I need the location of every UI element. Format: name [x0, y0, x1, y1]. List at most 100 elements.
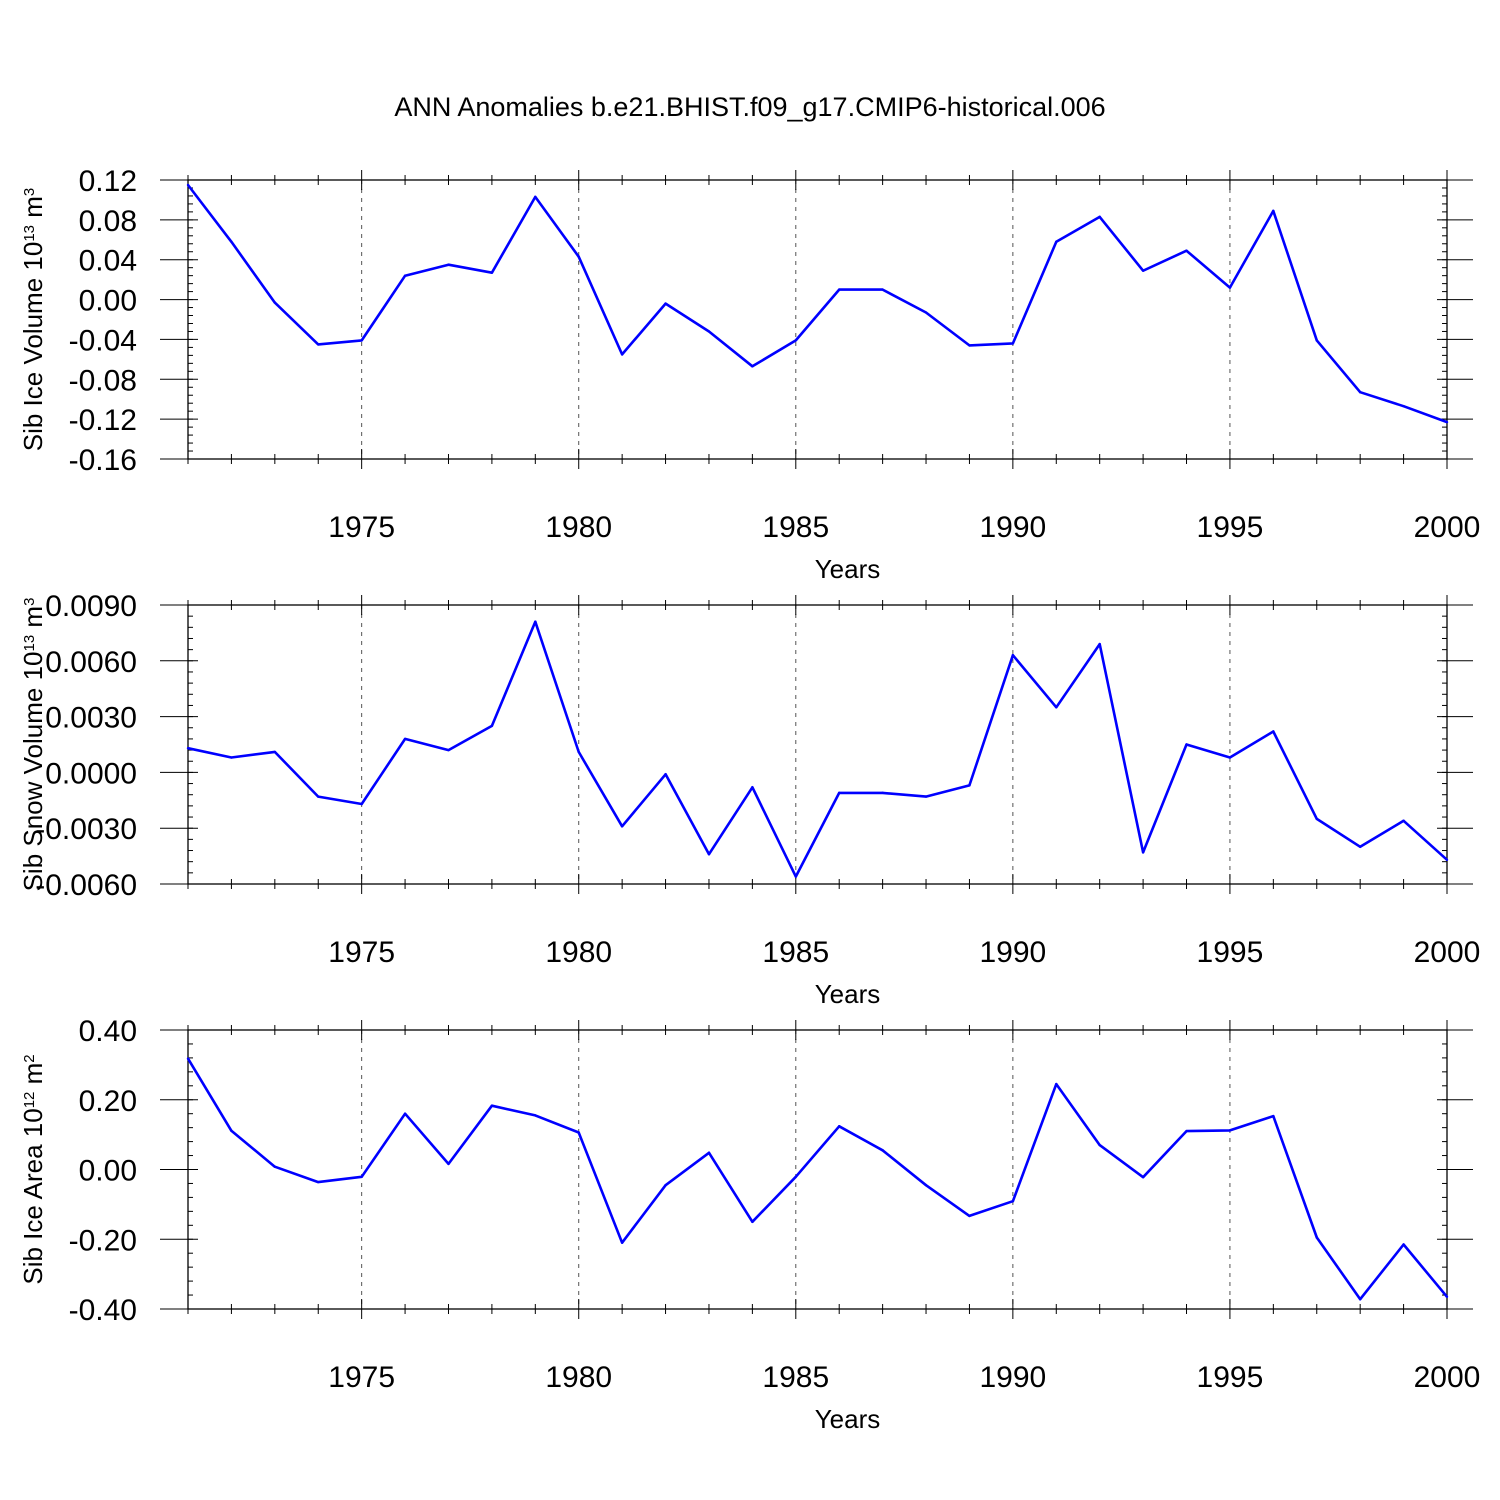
x-tick-label: 1975 — [328, 936, 395, 969]
data-point — [403, 274, 407, 277]
x-tick-label: 2000 — [1414, 511, 1481, 544]
x-tick-label: 1995 — [1197, 511, 1264, 544]
series-line — [187, 620, 1448, 878]
data-point — [1185, 743, 1188, 746]
data-point — [751, 365, 754, 368]
data-point — [317, 795, 320, 798]
data-point — [490, 1104, 494, 1107]
data-point — [1402, 819, 1405, 822]
data-point — [186, 183, 190, 187]
x-axis-title: Years — [815, 554, 881, 584]
y-tick-label: 0.0030 — [45, 702, 137, 735]
y-tick-label: -0.20 — [69, 1224, 137, 1257]
x-tick-label: 1985 — [762, 936, 829, 969]
data-point — [794, 875, 797, 878]
data-point — [360, 802, 363, 806]
x-tick-label: 1990 — [979, 511, 1046, 544]
plot-frame — [187, 179, 1448, 460]
data-point — [273, 750, 277, 754]
data-point — [1315, 339, 1318, 342]
data-point — [447, 1162, 450, 1166]
x-tick-label: 1995 — [1197, 936, 1264, 969]
x-tick-label: 1980 — [545, 1361, 612, 1394]
data-point — [1445, 420, 1449, 424]
data-point — [1011, 654, 1015, 657]
y-tick-label: -0.12 — [69, 404, 137, 437]
data-point — [1141, 851, 1145, 854]
data-point — [577, 750, 580, 754]
data-point — [1098, 215, 1101, 219]
data-point — [620, 1241, 624, 1244]
data-point — [664, 773, 667, 776]
data-point — [838, 288, 841, 291]
y-tick-label: -0.08 — [69, 364, 137, 397]
x-tick-label: 1980 — [545, 936, 612, 969]
data-point — [1055, 1082, 1058, 1086]
data-point — [1315, 817, 1318, 821]
x-tick-label: 1990 — [979, 1361, 1046, 1394]
series-line — [186, 1057, 1449, 1301]
data-point — [230, 240, 233, 243]
data-point — [1272, 1114, 1275, 1118]
data-point — [620, 825, 624, 828]
x-tick-label: 1980 — [545, 511, 612, 544]
data-point — [1445, 858, 1449, 862]
data-point — [447, 263, 450, 266]
y-tick-label: 0.0000 — [45, 757, 137, 790]
data-point — [273, 1165, 277, 1168]
chart-panel-2: 1975 1980 1985 1990 1995 2000 Years -0.0060 -0.0… — [18, 590, 1480, 1009]
data-point — [751, 786, 754, 789]
data-point — [1358, 1298, 1362, 1301]
data-point — [1358, 845, 1362, 848]
data-point — [1228, 286, 1232, 289]
y-axis-label: Sib Ice Volume 1013 m3 — [18, 188, 48, 452]
y-tick-label: 0.20 — [79, 1085, 137, 1118]
data-point — [1228, 1129, 1232, 1132]
data-point — [924, 1183, 928, 1187]
data-point — [620, 353, 624, 356]
data-point — [707, 853, 711, 856]
y-tick-label: 0.00 — [79, 285, 137, 318]
y-tick-label: -0.04 — [69, 324, 137, 357]
data-point — [924, 795, 928, 798]
chart-panel-1: 1975 1980 1985 1990 1995 2000 Years -0.16 -0.12 -… — [18, 165, 1480, 584]
y-tick-label: 0.0060 — [45, 646, 137, 679]
plot-frame — [187, 604, 1448, 885]
y-tick-label: -0.16 — [69, 444, 137, 477]
data-point — [534, 195, 537, 199]
data-point — [1141, 1175, 1145, 1179]
data-point — [1272, 730, 1275, 733]
x-axis-title: Years — [815, 1404, 881, 1434]
y-tick-label: 0.0090 — [45, 590, 137, 623]
figure-title: ANN Anomalies b.e21.BHIST.f09_g17.CMIP6-… — [394, 92, 1105, 122]
x-tick-label: 2000 — [1414, 936, 1481, 969]
data-point — [664, 1183, 667, 1187]
data-point — [881, 288, 884, 291]
data-point — [1272, 209, 1275, 213]
y-axis-label: Sib Snow Volume 1013 m3 — [18, 598, 48, 892]
y-tick-label: 0.12 — [79, 165, 137, 198]
data-point — [968, 784, 971, 787]
data-point — [794, 339, 797, 342]
data-point — [273, 301, 277, 304]
x-axis-title: Years — [815, 979, 881, 1009]
data-point — [1011, 1200, 1015, 1203]
data-point — [1402, 1243, 1405, 1246]
data-point — [1098, 1143, 1101, 1147]
data-point — [1315, 1236, 1318, 1239]
chart-panel-3: 1975 1980 1985 1990 1995 2000 Years -0.40 -0.20 0… — [18, 1015, 1480, 1434]
data-point — [447, 748, 450, 752]
y-tick-label: 0.04 — [79, 245, 137, 278]
data-point — [924, 311, 928, 314]
data-point — [1185, 1129, 1188, 1133]
data-point — [186, 1057, 190, 1060]
y-tick-label: -0.0060 — [35, 869, 137, 902]
data-point — [968, 1214, 971, 1218]
data-point — [577, 255, 580, 258]
data-point — [1402, 404, 1405, 408]
series-line — [186, 184, 1448, 424]
data-point — [707, 1151, 711, 1154]
data-point — [881, 791, 884, 795]
data-point — [360, 1175, 363, 1179]
